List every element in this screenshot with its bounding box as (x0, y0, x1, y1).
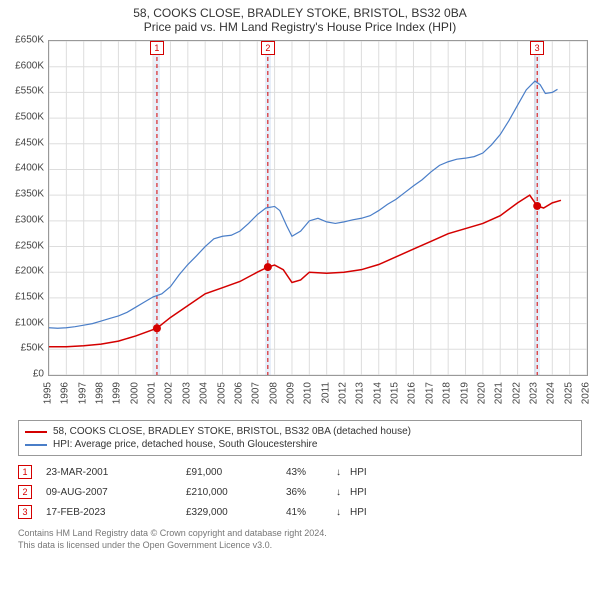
x-tick-label: 2014 (372, 382, 383, 404)
y-tick-label: £100K (15, 317, 44, 328)
sales-date: 23-MAR-2001 (46, 467, 186, 478)
sales-price: £91,000 (186, 467, 286, 478)
x-tick-label: 2023 (528, 382, 539, 404)
plot-area: 1 2 3 (48, 40, 588, 376)
x-axis: 1995199619971998199920002001200220032004… (48, 380, 588, 414)
y-axis: £0£50K£100K£150K£200K£250K£300K£350K£400… (0, 36, 48, 376)
sales-hpi-label: HPI (350, 507, 367, 518)
footer-line1: Contains HM Land Registry data © Crown c… (18, 528, 582, 540)
down-arrow-icon: ↓ (336, 467, 350, 478)
sales-date: 09-AUG-2007 (46, 487, 186, 498)
sales-row: 2 09-AUG-2007£210,00036%↓HPI (18, 482, 582, 502)
sales-price: £329,000 (186, 507, 286, 518)
x-tick-label: 1999 (112, 382, 123, 404)
x-tick-label: 2000 (129, 382, 140, 404)
title-subtitle: Price paid vs. HM Land Registry's House … (4, 20, 596, 34)
x-tick-label: 1996 (60, 382, 71, 404)
sales-date: 17-FEB-2023 (46, 507, 186, 518)
footer-attribution: Contains HM Land Registry data © Crown c… (18, 528, 582, 551)
x-tick-label: 2017 (424, 382, 435, 404)
legend-row: HPI: Average price, detached house, Sout… (25, 438, 575, 451)
x-tick-label: 2003 (181, 382, 192, 404)
x-tick-label: 1997 (77, 382, 88, 404)
x-tick-label: 2016 (407, 382, 418, 404)
sales-marker-icon: 2 (18, 485, 32, 499)
legend-label: 58, COOKS CLOSE, BRADLEY STOKE, BRISTOL,… (53, 426, 411, 437)
y-tick-label: £50K (21, 343, 44, 354)
sales-pct: 43% (286, 467, 336, 478)
x-tick-label: 2012 (338, 382, 349, 404)
sales-hpi-label: HPI (350, 467, 367, 478)
sales-table: 123-MAR-2001£91,00043%↓HPI209-AUG-2007£2… (18, 462, 582, 522)
y-tick-label: £400K (15, 163, 44, 174)
sales-marker-icon: 3 (18, 505, 32, 519)
x-tick-label: 2025 (563, 382, 574, 404)
legend: 58, COOKS CLOSE, BRADLEY STOKE, BRISTOL,… (18, 420, 582, 456)
sales-row: 3 17-FEB-2023£329,00041%↓HPI (18, 502, 582, 522)
x-tick-label: 2013 (355, 382, 366, 404)
y-tick-label: £450K (15, 137, 44, 148)
sales-pct: 36% (286, 487, 336, 498)
x-tick-label: 1998 (95, 382, 106, 404)
x-tick-label: 2010 (303, 382, 314, 404)
x-tick-label: 2009 (285, 382, 296, 404)
down-arrow-icon: ↓ (336, 507, 350, 518)
y-tick-label: £350K (15, 189, 44, 200)
x-tick-label: 2020 (476, 382, 487, 404)
x-tick-label: 2024 (546, 382, 557, 404)
legend-swatch (25, 431, 47, 433)
x-tick-label: 2006 (233, 382, 244, 404)
sales-pct: 41% (286, 507, 336, 518)
sales-marker-icon: 1 (18, 465, 32, 479)
y-tick-label: £300K (15, 214, 44, 225)
x-tick-label: 2022 (511, 382, 522, 404)
y-tick-label: £200K (15, 266, 44, 277)
chart-area: £0 £50K £100K £150K £200K £250K £300K £350K £400… (0, 36, 600, 416)
x-tick-label: 2008 (268, 382, 279, 404)
sale-marker-flag: 3 (530, 41, 544, 55)
sale-marker-flag: 1 (150, 41, 164, 55)
y-tick-label: £550K (15, 86, 44, 97)
x-tick-label: 2004 (199, 382, 210, 404)
x-tick-label: 2026 (581, 382, 592, 404)
x-tick-label: 2007 (251, 382, 262, 404)
sales-hpi-label: HPI (350, 487, 367, 498)
y-tick-label: £250K (15, 240, 44, 251)
x-tick-label: 2021 (494, 382, 505, 404)
legend-swatch (25, 444, 47, 446)
sale-marker-flag: 2 (261, 41, 275, 55)
sales-price: £210,000 (186, 487, 286, 498)
x-tick-label: 2015 (390, 382, 401, 404)
y-tick-label: £600K (15, 60, 44, 71)
x-tick-label: 2018 (442, 382, 453, 404)
x-tick-label: 2001 (147, 382, 158, 404)
sales-row: 1 23-MAR-2001£91,00043%↓HPI (18, 462, 582, 482)
y-tick-label: £650K (15, 35, 44, 46)
chart-titles: 58, COOKS CLOSE, BRADLEY STOKE, BRISTOL,… (0, 0, 600, 36)
x-tick-label: 2005 (216, 382, 227, 404)
y-tick-label: £150K (15, 291, 44, 302)
x-tick-label: 2019 (459, 382, 470, 404)
footer-line2: This data is licensed under the Open Gov… (18, 540, 582, 552)
x-tick-label: 2011 (320, 382, 331, 404)
y-tick-label: £0 (33, 369, 44, 380)
x-tick-label: 1995 (43, 382, 54, 404)
legend-label: HPI: Average price, detached house, Sout… (53, 439, 317, 450)
x-tick-label: 2002 (164, 382, 175, 404)
y-tick-label: £500K (15, 112, 44, 123)
legend-row: 58, COOKS CLOSE, BRADLEY STOKE, BRISTOL,… (25, 425, 575, 438)
title-address: 58, COOKS CLOSE, BRADLEY STOKE, BRISTOL,… (4, 6, 596, 20)
down-arrow-icon: ↓ (336, 487, 350, 498)
